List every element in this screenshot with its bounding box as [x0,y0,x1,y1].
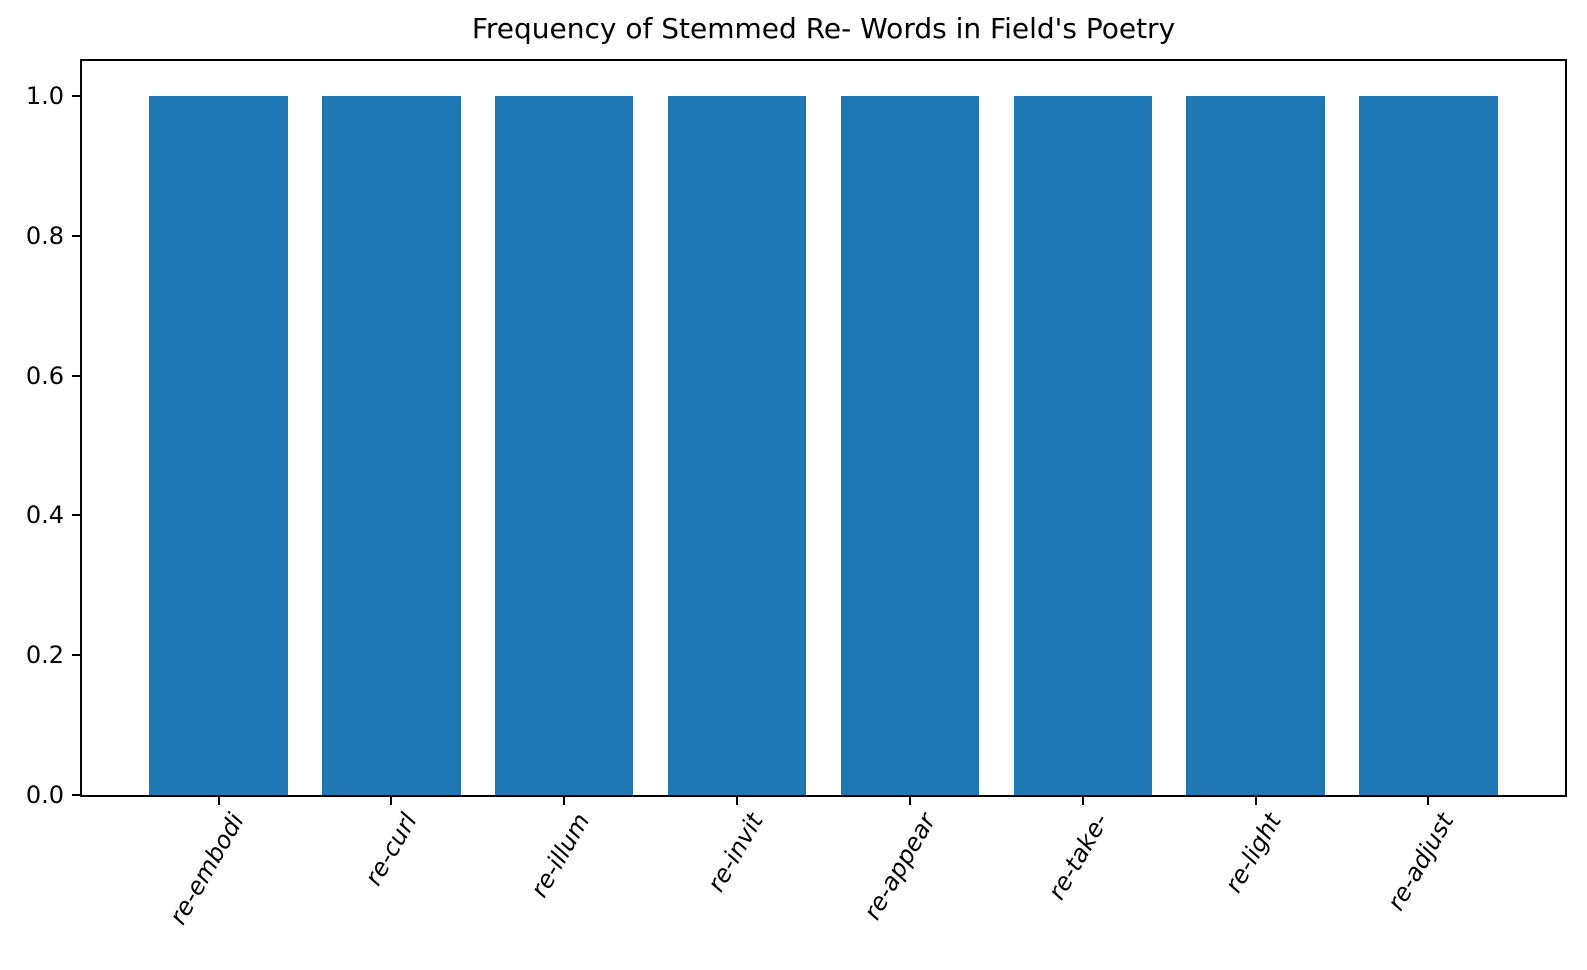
y-tick-label: 0.8 [25,221,64,250]
bar [495,95,634,795]
x-tick-mark [1081,797,1084,805]
x-tick-mark [217,797,220,805]
x-tick-label: re-take- [1042,808,1115,905]
plot-area [80,59,1567,797]
bar [322,95,461,795]
bar [1359,95,1498,795]
x-tick-mark [563,797,566,805]
x-tick-label: re-curl [359,808,423,891]
y-tick-mark [72,374,80,377]
y-tick-mark [72,514,80,517]
x-tick-mark [1254,797,1257,805]
x-tick-label: re-light [1219,808,1287,898]
bar [1186,95,1325,795]
x-tick-mark [390,797,393,805]
bar [149,95,288,795]
y-tick-label: 1.0 [25,81,64,110]
x-tick-label: re-illum [525,808,596,903]
x-tick-label: re-invit [701,808,769,897]
x-tick-label: re-adjust [1382,808,1460,916]
y-tick-mark [72,94,80,97]
x-tick-mark [736,797,739,805]
y-tick-mark [72,794,80,796]
y-tick-mark [72,654,80,657]
y-tick-label: 0.6 [25,361,64,390]
y-tick-label: 0.2 [25,641,64,670]
bar [667,95,807,795]
bar [840,95,980,795]
x-tick-mark [908,797,911,805]
x-tick-label: re-embodi [164,808,250,930]
x-tick-label: re-appear [858,808,942,925]
y-tick-label: 0.0 [25,781,64,809]
bar [1013,95,1152,795]
y-tick-mark [72,234,80,237]
y-tick-label: 0.4 [25,501,64,530]
chart-title: Frequency of Stemmed Re- Words in Field'… [471,12,1176,45]
x-tick-mark [1427,797,1430,805]
